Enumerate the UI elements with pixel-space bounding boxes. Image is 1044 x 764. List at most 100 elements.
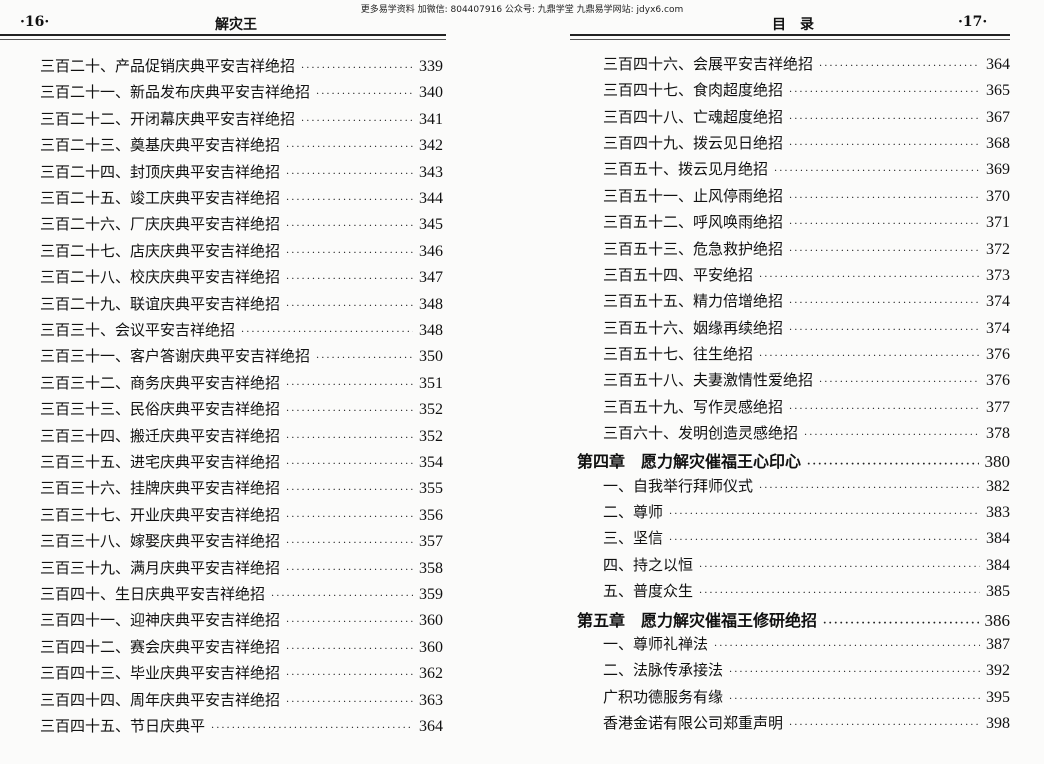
toc-entry-page: 377 bbox=[986, 398, 1010, 416]
toc-entry-page: 368 bbox=[986, 135, 1010, 153]
toc-entry-page: 365 bbox=[986, 82, 1010, 100]
toc-entry-page: 345 bbox=[419, 216, 443, 234]
dot-leader bbox=[699, 588, 980, 599]
toc-entry: 三百三十八、嫁娶庆典平安吉祥绝招 357 bbox=[40, 530, 443, 552]
dot-leader bbox=[271, 591, 413, 602]
right-page-number: ·17· bbox=[958, 14, 988, 30]
toc-entry-page: 382 bbox=[986, 477, 1010, 495]
toc-entry-page: 362 bbox=[419, 665, 443, 683]
toc-entry-page: 383 bbox=[986, 504, 1010, 522]
dot-leader bbox=[804, 430, 980, 441]
toc-entry: 三百三十六、挂牌庆典平安吉祥绝招 355 bbox=[40, 477, 443, 499]
toc-entry: 三百二十二、开闭幕庆典平安吉祥绝招 341 bbox=[40, 108, 443, 130]
toc-entry: 三百五十八、夫妻激情性爱绝招 376 bbox=[603, 369, 1010, 391]
dot-leader bbox=[789, 140, 980, 151]
toc-entry-title: 三百五十、拨云见月绝招 bbox=[603, 160, 769, 179]
dot-leader bbox=[759, 483, 980, 494]
toc-entry: 三百六十、发明创造灵感绝招 378 bbox=[603, 422, 1010, 444]
dot-leader bbox=[301, 63, 413, 74]
toc-entry-title: 三百二十六、厂庆庆典平安吉祥绝招 bbox=[40, 215, 281, 234]
toc-entry-title: 香港金诺有限公司郑重声明 bbox=[603, 714, 784, 732]
toc-entry-title: 三百五十四、平安绝招 bbox=[603, 265, 754, 284]
toc-entry-title: 二、尊师 bbox=[603, 503, 664, 522]
toc-entry-page: 384 bbox=[986, 530, 1010, 548]
dot-leader bbox=[211, 723, 413, 734]
dot-leader bbox=[286, 195, 413, 206]
toc-entry-title: 三百二十四、封顶庆典平安吉祥绝招 bbox=[40, 162, 281, 181]
toc-entry-page: 357 bbox=[419, 533, 443, 551]
toc-entry-page: 358 bbox=[419, 559, 443, 577]
toc-entry-title: 三百四十九、拨云见日绝招 bbox=[603, 134, 784, 153]
toc-entry: 三百五十七、往生绝招 376 bbox=[603, 343, 1010, 365]
toc-entry-title: 三百四十七、食肉超度绝招 bbox=[603, 81, 784, 100]
toc-entry-title: 三、坚信 bbox=[603, 529, 664, 548]
dot-leader bbox=[286, 169, 413, 180]
toc-entry: 三百五十五、精力倍增绝招 374 bbox=[603, 290, 1010, 312]
toc-entry-page: 348 bbox=[419, 322, 443, 339]
dot-leader bbox=[286, 697, 413, 708]
toc-entry-title: 三百四十六、会展平安吉祥绝招 bbox=[603, 55, 814, 73]
toc-entry: 二、尊师 383 bbox=[603, 501, 1010, 523]
dot-leader bbox=[789, 114, 980, 125]
right-running-title: 目 录 bbox=[772, 17, 814, 33]
toc-entry: 三百三十九、满月庆典平安吉祥绝招 358 bbox=[40, 557, 443, 579]
dot-leader bbox=[774, 166, 980, 177]
toc-entry-page: 342 bbox=[419, 137, 443, 155]
left-running-title: 解灾王 bbox=[215, 17, 257, 33]
dot-leader bbox=[819, 61, 980, 72]
dot-leader bbox=[286, 485, 413, 496]
toc-entry-page: 367 bbox=[986, 108, 1010, 126]
toc-entry: 三百二十五、竣工庆典平安吉祥绝招 344 bbox=[40, 187, 443, 209]
toc-entry-page: 343 bbox=[419, 163, 443, 181]
toc-entry-page: 385 bbox=[986, 583, 1010, 601]
toc-entry-title: 三百四十三、毕业庆典平安吉祥绝招 bbox=[40, 664, 281, 683]
toc-entry: 一、自我举行拜师仪式 382 bbox=[603, 475, 1010, 497]
toc-entry: 三百三十一、客户答谢庆典平安吉祥绝招 350 bbox=[40, 345, 443, 367]
dot-leader bbox=[819, 377, 980, 388]
dot-leader bbox=[286, 248, 413, 259]
toc-entry: 三百二十八、校庆庆典平安吉祥绝招 347 bbox=[40, 266, 443, 288]
toc-entry-title: 三百三十四、搬迁庆典平安吉祥绝招 bbox=[40, 426, 281, 445]
dot-leader bbox=[729, 667, 980, 678]
toc-entry: 三百四十一、迎神庆典平安吉祥绝招 360 bbox=[40, 609, 443, 631]
toc-entry: 三百五十一、止风停雨绝招 370 bbox=[603, 185, 1010, 207]
toc-entry-title: 广积功德服务有缘 bbox=[603, 687, 724, 706]
toc-entry-page: 340 bbox=[419, 84, 443, 102]
toc-entry-page: 359 bbox=[419, 586, 443, 603]
dot-leader bbox=[823, 618, 978, 629]
toc-entry-title: 三百五十七、往生绝招 bbox=[603, 344, 754, 363]
toc-entry-page: 363 bbox=[419, 691, 443, 709]
toc-entry-page: 352 bbox=[419, 401, 443, 419]
toc-entry-page: 352 bbox=[419, 427, 443, 445]
toc-entry-title: 三百四十二、赛会庆典平安吉祥绝招 bbox=[40, 637, 281, 656]
toc-entry-page: 347 bbox=[419, 269, 443, 287]
dot-leader bbox=[301, 116, 413, 127]
toc-entry-title: 三百六十、发明创造灵感绝招 bbox=[603, 424, 799, 443]
toc-entry-title: 三百三十八、嫁娶庆典平安吉祥绝招 bbox=[40, 532, 281, 551]
toc-entry-page: 376 bbox=[986, 372, 1010, 390]
toc-entry-title: 三百三十六、挂牌庆典平安吉祥绝招 bbox=[40, 479, 281, 498]
toc-entry-page: 372 bbox=[986, 240, 1010, 258]
toc-entry-title: 三百三十五、进宅庆典平安吉祥绝招 bbox=[40, 453, 281, 471]
toc-entry-title: 三百二十七、店庆庆典平安吉祥绝招 bbox=[40, 241, 281, 260]
toc-entry: 三百三十五、进宅庆典平安吉祥绝招 354 bbox=[40, 451, 443, 473]
toc-entry-title: 二、法脉传承接法 bbox=[603, 661, 724, 680]
dot-leader bbox=[789, 720, 980, 731]
toc-entry: 三百四十四、周年庆典平安吉祥绝招 363 bbox=[40, 689, 443, 711]
toc-entry-page: 395 bbox=[986, 688, 1010, 706]
toc-entry: 三百四十九、拨云见日绝招 368 bbox=[603, 132, 1010, 154]
dot-leader bbox=[789, 193, 980, 204]
toc-entry-title: 三百四十一、迎神庆典平安吉祥绝招 bbox=[40, 611, 281, 630]
toc-entry: 四、持之以恒 384 bbox=[603, 554, 1010, 576]
toc-entry-page: 374 bbox=[986, 319, 1010, 337]
toc-entry-title: 三百二十二、开闭幕庆典平安吉祥绝招 bbox=[40, 109, 296, 128]
toc-entry-page: 346 bbox=[419, 242, 443, 260]
toc-entry-title: 三百五十九、写作灵感绝招 bbox=[603, 397, 784, 416]
left-page-number: ·16· bbox=[20, 14, 50, 30]
toc-entry: 三百二十一、新品发布庆典平安吉祥绝招 340 bbox=[40, 81, 443, 103]
dot-leader bbox=[241, 327, 413, 338]
toc-entry: 三百二十九、联谊庆典平安吉祥绝招 348 bbox=[40, 293, 443, 315]
toc-entry-title: 第四章 愿力解灾催福王心印心 bbox=[577, 452, 802, 472]
dot-leader bbox=[699, 562, 980, 573]
